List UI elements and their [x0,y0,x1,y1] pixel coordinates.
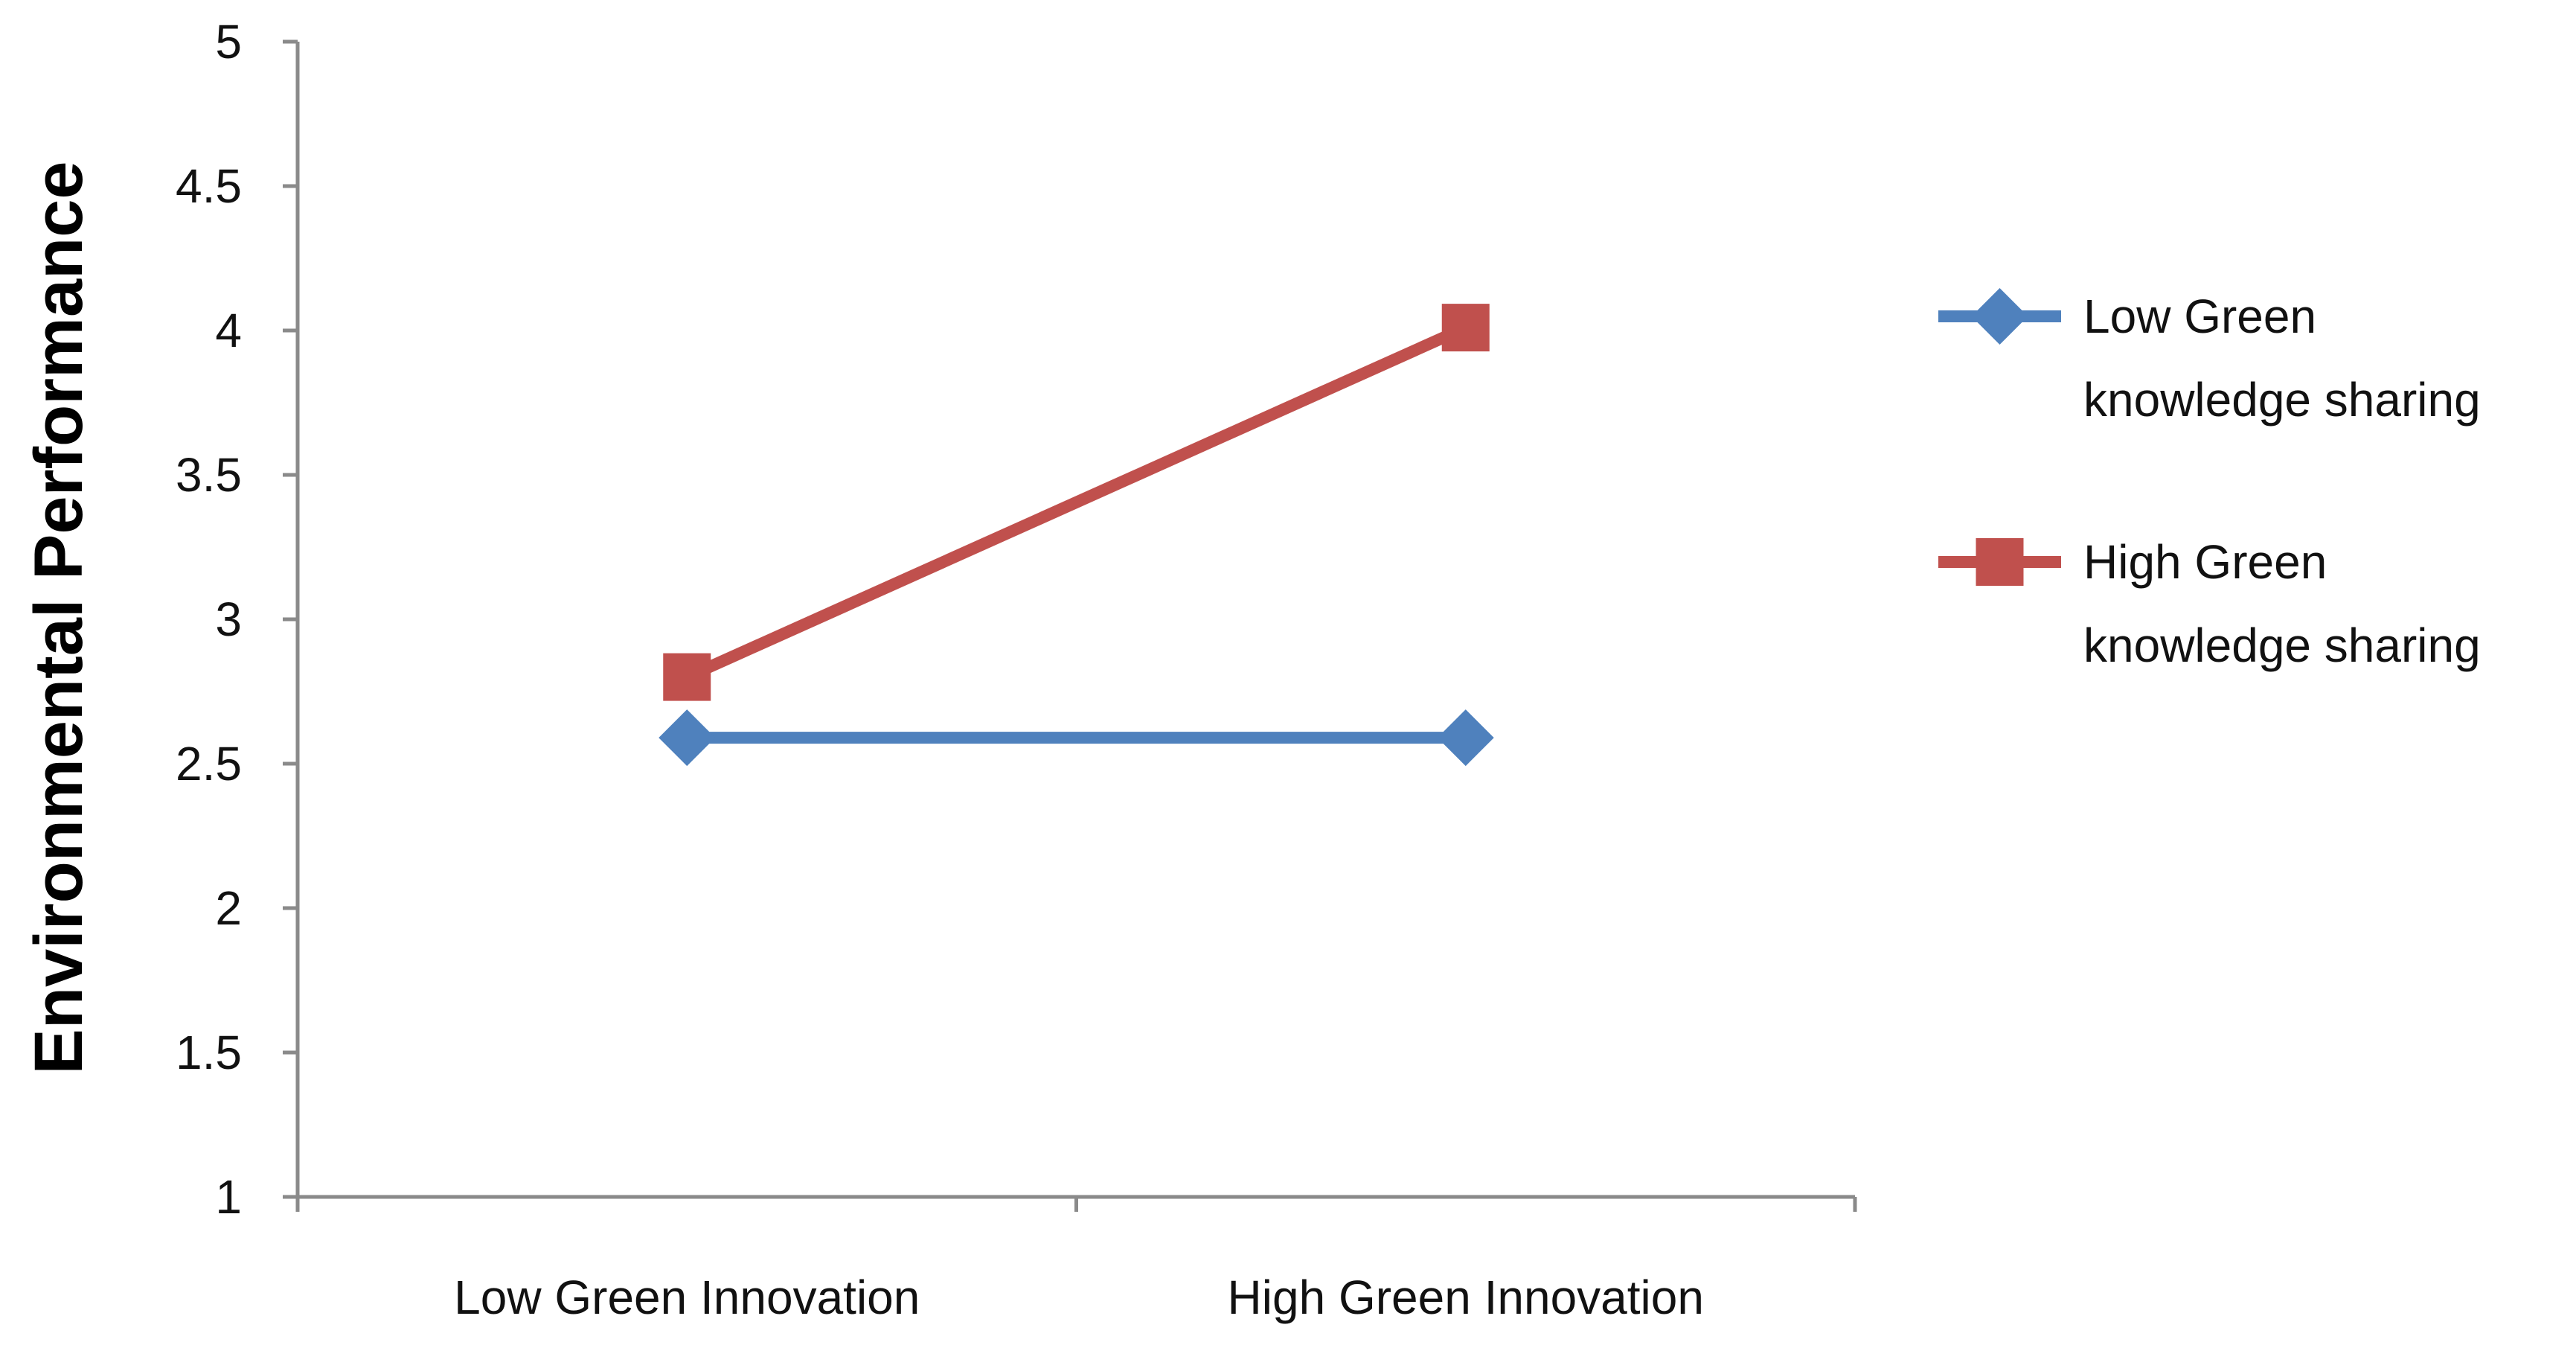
data-point [1437,709,1494,767]
legend-marker [1976,538,2024,586]
data-point [1441,304,1490,352]
y-axis-title: Environmental Performance [21,161,97,1074]
legend-label: Low Green [2083,290,2316,343]
series-line [684,322,1469,683]
y-tick-label: 1.5 [176,1026,242,1079]
legend-item-0: Low Green knowledge sharing [1938,288,2481,427]
y-tick-label: 5 [215,15,242,68]
y-tick-label: 4.5 [176,159,242,213]
series-1 [663,304,1490,701]
legend: Low Green knowledge sharing High Green know… [1938,288,2481,672]
data-point [659,709,716,767]
series-layer [659,304,1494,767]
y-tick-label: 4 [215,304,242,357]
y-tick-label: 3 [215,592,242,646]
legend-label: knowledge sharing [2083,619,2481,672]
axes: 1 1.5 2 2.5 3 3.5 4 4.5 5 Low Green Innovation Hig… [176,15,1857,1324]
y-tick-label: 2 [215,881,242,935]
legend-item-1: High Green knowledge sharing [1938,535,2481,672]
legend-marker [1971,288,2028,345]
series-0 [659,709,1494,767]
y-tick-label: 1 [215,1170,242,1224]
y-tick-label: 2.5 [176,737,242,790]
y-tick-label: 3.5 [176,448,242,502]
legend-label: High Green [2083,535,2327,589]
x-tick-label: High Green Innovation [1228,1271,1704,1324]
legend-label: knowledge sharing [2083,373,2481,427]
x-tick-label: Low Green Innovation [454,1271,920,1324]
data-point [663,653,711,701]
